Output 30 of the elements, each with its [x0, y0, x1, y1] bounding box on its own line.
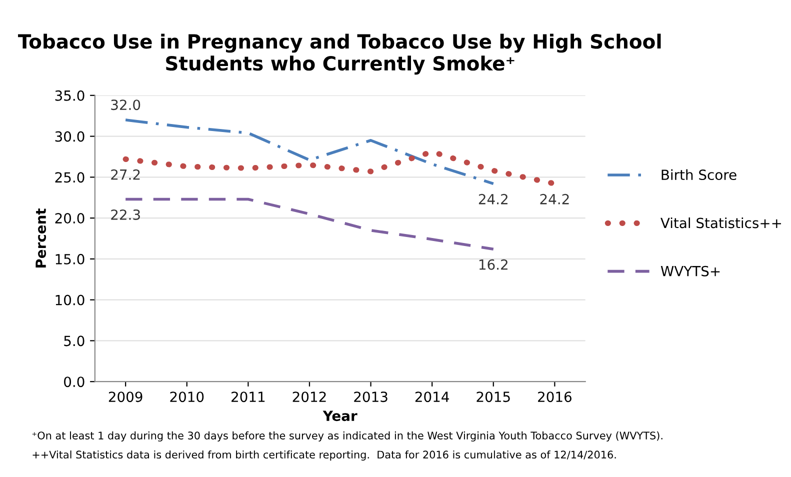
data-label: 24.2 [478, 194, 508, 204]
x-tick-label: 2014 [415, 392, 449, 402]
x-tick-label: 2010 [170, 392, 204, 402]
y-tick-label: 10.0 [56, 294, 84, 306]
x-tick-label: 2011 [232, 392, 265, 402]
legend-label: Vital Statistics++ [660, 217, 781, 228]
legend-label: Birth Score [662, 169, 736, 180]
text: ++Vital Statistics data is derived from birth certificate reporting. Data for 2016 is cumulative as of 12/14/2016. [32, 450, 616, 461]
y-tick-label: 35.0 [55, 90, 84, 101]
data-label: 27.2 [111, 169, 140, 180]
y-tick-label: 25.0 [55, 172, 84, 183]
chart-title: Tobacco Use in Pregnancy and Tobacco Use by High School Students who Currently Smoke⁺ [18, 34, 661, 75]
x-tick-label: 2009 [108, 392, 142, 402]
y-tick-label: 20.0 [55, 213, 84, 224]
text: ⁺On at least 1 day during the 30 days before the survey as indicated in the West Virginia Youth Tobacco Survey (WVYTS). [32, 431, 662, 442]
x-tick-label: 2012 [292, 392, 326, 402]
y-tick-label: 5.0 [64, 336, 84, 346]
x-tick-label: 2015 [476, 392, 510, 402]
data-label: 32.0 [111, 100, 140, 110]
x-axis-title: Year [322, 410, 358, 422]
y-axis-title: Percent [36, 208, 46, 268]
data-label: 16.2 [479, 259, 508, 270]
x-tick-label: 2013 [354, 392, 388, 402]
y-tick-label: 15.0 [56, 254, 84, 264]
data-label: 22.3 [111, 209, 140, 220]
y-tick-label: 30.0 [55, 131, 84, 142]
y-tick-label: 0.0 [64, 376, 84, 388]
legend-label: WVYTS+ [660, 266, 720, 276]
data-label: 24.2 [540, 194, 569, 204]
x-tick-label: 2016 [538, 392, 572, 402]
